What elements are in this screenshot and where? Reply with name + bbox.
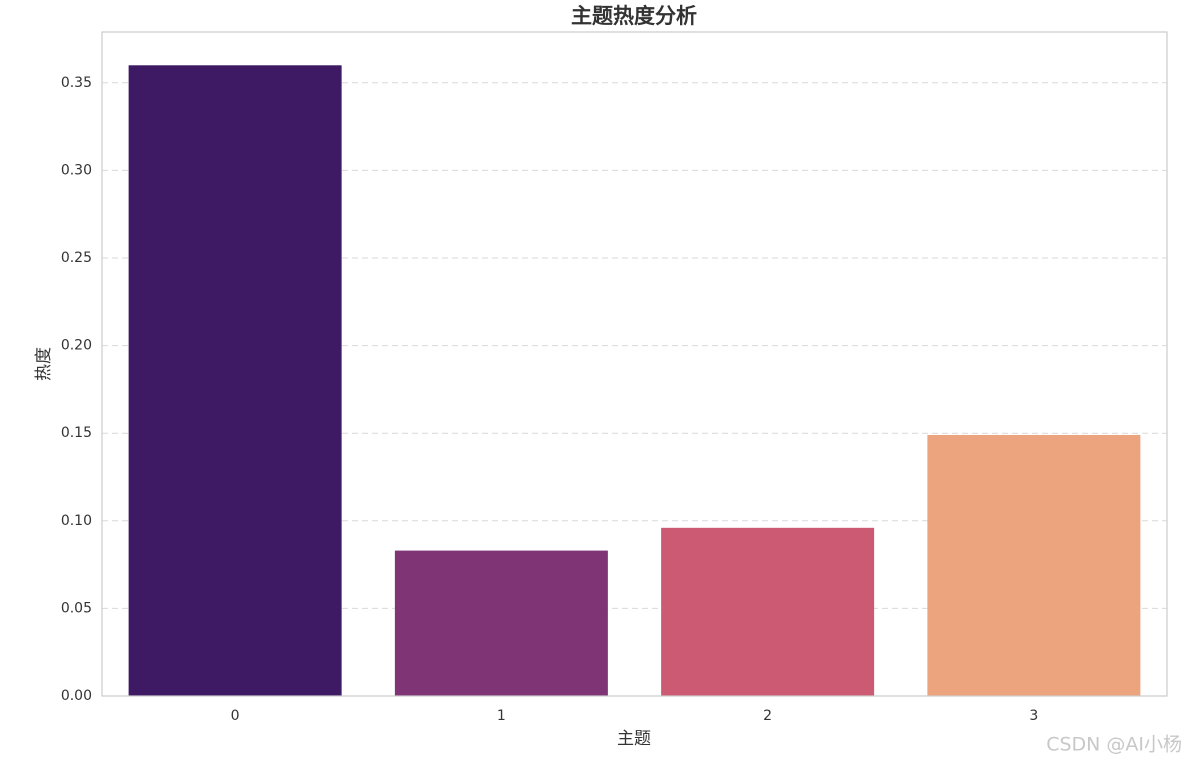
x-axis-label: 主题 (617, 729, 651, 749)
y-tick-label: 0.15 (61, 425, 92, 441)
chart-title: 主题热度分析 (571, 4, 697, 28)
y-tick-label: 0.20 (61, 338, 92, 354)
y-tick-label: 0.10 (61, 513, 92, 529)
plot-frame (101, 31, 1168, 697)
y-tick-label: 0.25 (61, 250, 92, 266)
x-tick-label: 0 (231, 708, 240, 724)
y-tick-label: 0.00 (61, 688, 92, 704)
y-axis-label: 热度 (34, 347, 54, 381)
bar (661, 527, 875, 696)
x-tick-label: 2 (763, 708, 772, 724)
y-tick-label: 0.30 (61, 162, 92, 178)
y-tick-label: 0.35 (61, 75, 92, 91)
bar (927, 434, 1141, 696)
watermark: CSDN @AI小杨 (1046, 734, 1182, 756)
bar (128, 65, 342, 696)
x-tick-label: 3 (1029, 708, 1038, 724)
y-tick-label: 0.05 (61, 600, 92, 616)
bar (394, 550, 608, 696)
x-tick-label: 1 (497, 708, 506, 724)
